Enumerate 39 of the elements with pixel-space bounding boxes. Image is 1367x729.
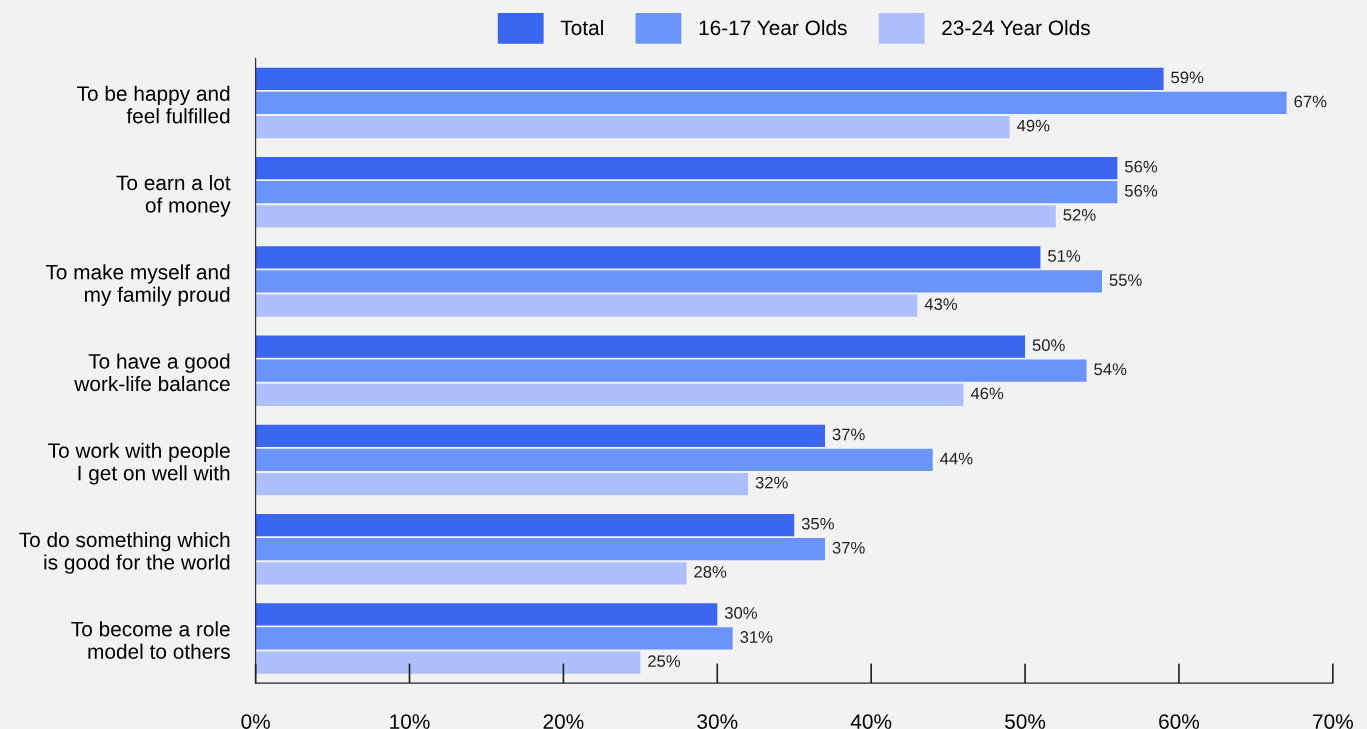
data-label: 52% [1063, 208, 1096, 221]
data-label: 55% [1109, 274, 1142, 286]
legend-label: 16-17 Year Olds [699, 19, 847, 36]
data-label: 49% [1016, 119, 1050, 132]
y-tick-label: To do something which is good for the world [19, 531, 230, 574]
y-tick-label: To earn a lot of money [116, 174, 231, 217]
data-label: 30% [724, 607, 757, 619]
x-tick-label: 40% [850, 714, 892, 729]
data-label: 31% [740, 631, 773, 643]
x-tick-label: 0% [241, 714, 270, 729]
data-label: 51% [1048, 250, 1081, 262]
data-label: 37% [832, 428, 865, 441]
x-tick-label: 60% [1159, 714, 1200, 729]
data-label: 32% [755, 476, 788, 489]
data-label: 37% [832, 541, 865, 554]
data-label: 46% [970, 387, 1004, 400]
data-label: 28% [694, 565, 727, 578]
data-label: 56% [1125, 184, 1158, 197]
y-tick-label: To make myself and my family proud [45, 264, 230, 307]
data-label: 54% [1094, 363, 1127, 376]
data-label: 44% [940, 452, 973, 465]
y-tick-label: To become a role model to others [71, 621, 230, 659]
y-tick-label: To have a good work-life balance [74, 353, 230, 392]
y-tick-label: To work with people I get on well with [48, 442, 230, 485]
y-tick-label: To be happy and feel fulfilled [77, 85, 230, 124]
data-label: 59% [1171, 71, 1204, 84]
legend-label: Total [560, 19, 603, 36]
data-label: 67% [1294, 95, 1327, 108]
data-label: 35% [801, 517, 834, 530]
data-label: 56% [1125, 160, 1158, 173]
x-tick-label: 10% [390, 714, 430, 729]
x-tick-label: 20% [543, 714, 584, 729]
x-tick-label: 50% [1005, 714, 1046, 729]
x-tick-label: 70% [1313, 714, 1353, 729]
data-label: 43% [924, 298, 958, 311]
data-label: 25% [648, 655, 681, 668]
x-tick-label: 30% [697, 714, 738, 729]
legend-label: 23-24 Year Olds [942, 19, 1090, 36]
data-label: 50% [1032, 339, 1065, 352]
